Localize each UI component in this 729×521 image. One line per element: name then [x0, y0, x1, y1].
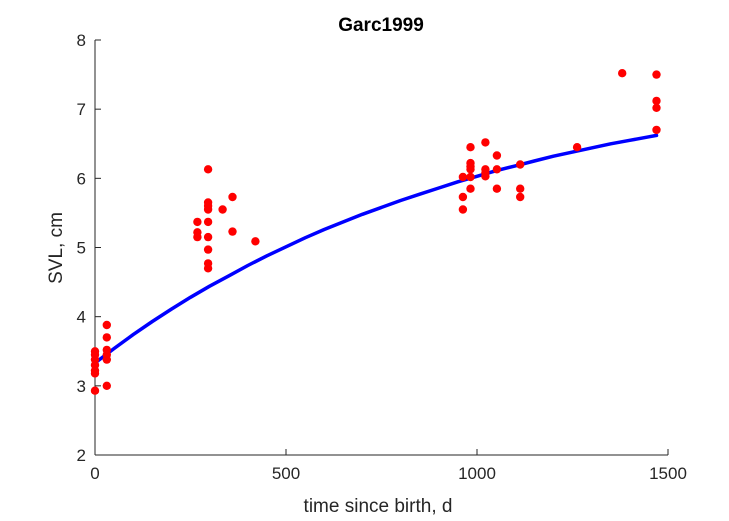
data-point: [492, 184, 502, 193]
y-tick-label: 5: [77, 239, 86, 258]
data-point: [618, 69, 627, 78]
data-point: [203, 232, 213, 242]
data-point: [102, 320, 112, 330]
data-point: [218, 205, 227, 214]
chart-title: Garc1999: [338, 15, 424, 36]
data-point: [652, 103, 661, 113]
data-point: [203, 259, 213, 268]
data-point: [516, 160, 525, 169]
data-point: [652, 96, 661, 106]
y-tick-label: 6: [77, 169, 86, 188]
fit-curve: [93, 133, 659, 365]
data-point: [251, 237, 260, 246]
data-point: [228, 227, 237, 236]
y-tick-label: 3: [77, 377, 86, 396]
data-points-layer: [90, 69, 661, 395]
data-point: [481, 165, 490, 174]
data-point: [228, 192, 237, 202]
fit-curve-layer: [93, 133, 659, 365]
data-point: [203, 165, 213, 174]
data-point: [193, 217, 202, 227]
x-axis-label: time since birth, d: [304, 496, 453, 517]
y-tick-label: 4: [77, 308, 86, 327]
y-axis-label: SVL, cm: [46, 212, 67, 284]
y-tick-label: 7: [77, 100, 86, 119]
data-point: [516, 192, 525, 202]
x-tick-label: 500: [272, 464, 300, 483]
data-point: [102, 381, 112, 390]
data-point: [458, 192, 468, 202]
data-point: [458, 205, 468, 214]
data-point: [572, 143, 582, 152]
x-tick-label: 0: [90, 464, 99, 483]
data-point: [466, 184, 475, 193]
axis-ticks: 0 500 1000 1500 2 3 4 5 6 7 8: [77, 31, 687, 483]
data-point: [652, 70, 661, 79]
data-point: [90, 386, 100, 395]
y-tick-label: 2: [77, 446, 86, 465]
data-point: [203, 245, 213, 254]
data-point: [652, 125, 661, 135]
y-tick-label: 8: [77, 31, 86, 50]
plot-area: 0 500 1000 1500 2 3 4 5 6 7 8: [77, 31, 687, 483]
data-point: [492, 165, 502, 174]
data-point: [516, 184, 525, 193]
data-point: [481, 138, 490, 147]
data-point: [203, 198, 213, 207]
data-point: [193, 228, 202, 237]
data-point: [458, 172, 468, 182]
x-tick-label: 1000: [458, 464, 496, 483]
data-point: [90, 347, 100, 356]
data-point: [466, 172, 475, 182]
x-tick-label: 1500: [649, 464, 687, 483]
data-point: [492, 151, 502, 160]
data-point: [102, 333, 112, 342]
data-point: [466, 143, 475, 152]
data-point: [203, 217, 213, 227]
data-point: [102, 345, 112, 355]
data-point: [466, 158, 475, 168]
